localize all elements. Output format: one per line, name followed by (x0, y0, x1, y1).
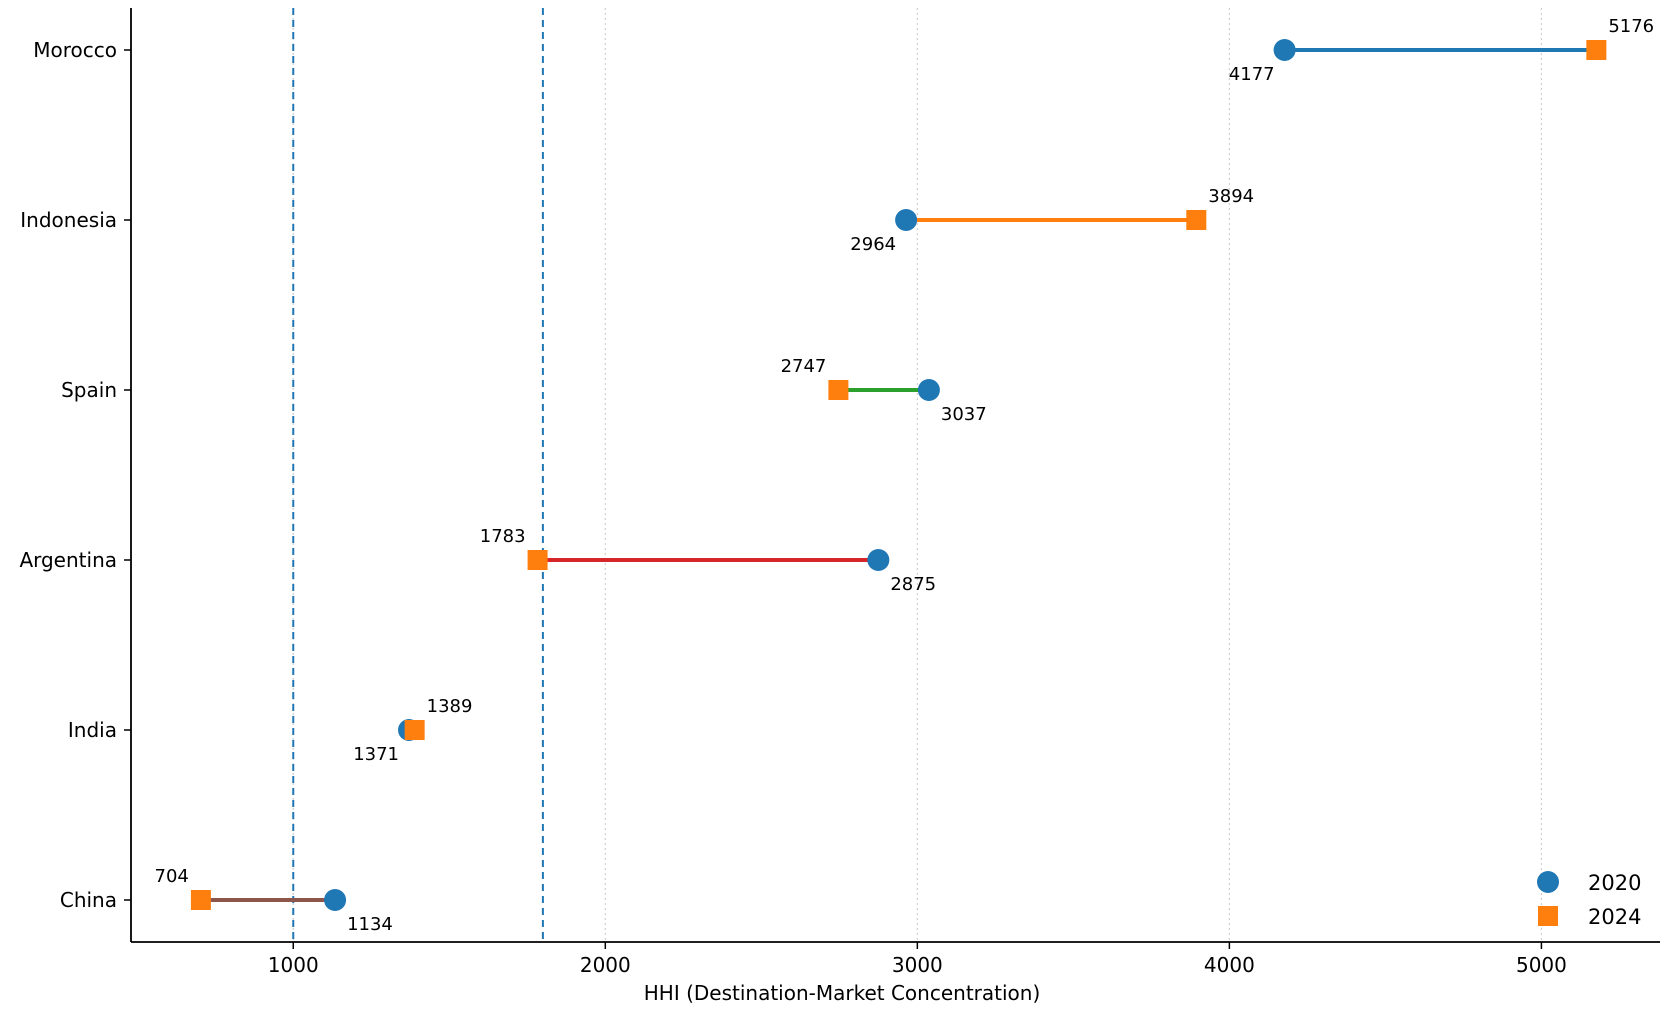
x-tick-label: 1000 (268, 953, 319, 977)
data-marks (190, 39, 1607, 911)
legend: 2020 2024 (1537, 871, 1641, 929)
value-label-2020: 2964 (850, 234, 896, 255)
point-2024 (828, 380, 849, 400)
value-label-2024: 2747 (781, 356, 827, 377)
legend-label-2024: 2024 (1588, 905, 1641, 929)
point-2020 (895, 209, 918, 231)
value-label-2024: 1783 (480, 526, 526, 547)
y-tick-label: Argentina (19, 548, 117, 572)
value-label-2020: 4177 (1229, 64, 1275, 85)
y-tick-label: Spain (61, 378, 117, 402)
value-labels: 5176 4177 3894 2964 2747 3037 1783 2875 1389 1371… (155, 16, 1655, 935)
y-tick-label: Indonesia (20, 208, 117, 232)
y-tick-label: India (68, 718, 117, 742)
value-label-2020: 3037 (941, 404, 987, 425)
value-label-2024: 5176 (1608, 16, 1654, 37)
point-2024 (1186, 210, 1207, 230)
point-2024 (190, 890, 211, 910)
axes: 1000 2000 3000 4000 5000 Morocco Indonesia Spai… (19, 8, 1660, 977)
point-2024 (404, 720, 425, 740)
y-tick-label: Morocco (33, 38, 117, 62)
reference-lines (292, 8, 544, 942)
point-2024 (1586, 40, 1607, 60)
value-label-2024: 704 (155, 866, 189, 887)
value-label-2020: 2875 (890, 574, 936, 595)
point-2024 (527, 550, 548, 570)
grid-lines (292, 8, 1543, 942)
x-tick-label: 3000 (892, 953, 943, 977)
y-tick-label: China (60, 888, 117, 912)
point-2020 (324, 889, 347, 911)
point-2020 (917, 379, 940, 401)
value-label-2020: 1371 (353, 744, 399, 765)
x-tick-label: 2000 (580, 953, 631, 977)
value-label-2024: 3894 (1208, 186, 1254, 207)
legend-marker-2024 (1538, 906, 1558, 926)
x-tick-label: 4000 (1204, 953, 1255, 977)
point-2020 (1273, 39, 1296, 61)
legend-label-2020: 2020 (1588, 871, 1641, 895)
value-label-2020: 1134 (347, 914, 393, 935)
value-label-2024: 1389 (427, 696, 473, 717)
legend-marker-2020 (1537, 871, 1559, 893)
x-tick-label: 5000 (1516, 953, 1567, 977)
point-2020 (867, 549, 890, 571)
x-axis-title: HHI (Destination-Market Concentration) (644, 981, 1041, 1005)
